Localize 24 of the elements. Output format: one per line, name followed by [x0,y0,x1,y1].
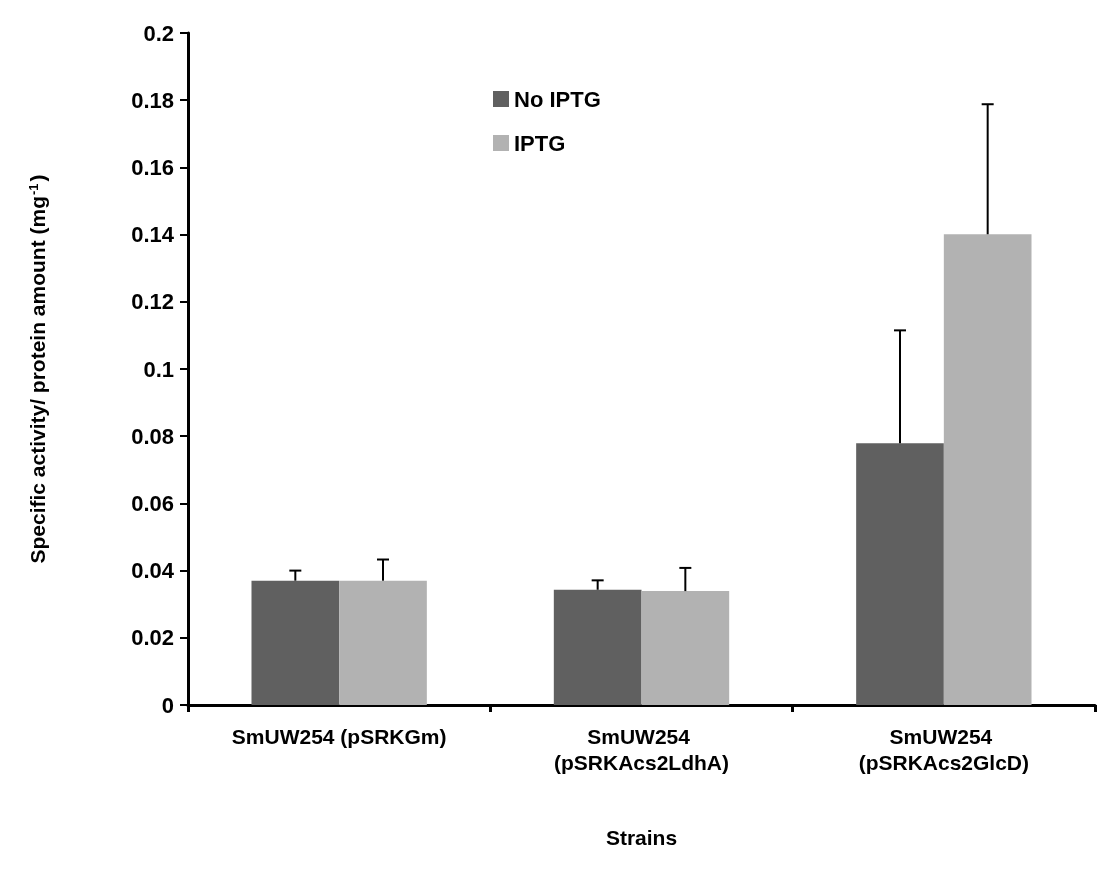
y-tick-label: 0.16 [131,154,174,180]
bar [856,443,944,705]
y-tick-label: 0.1 [143,356,174,382]
x-tick-label: SmUW254 (pSRKAcs2LdhA) [553,724,730,774]
y-axis-title: Specific activity/ protein amount (mg-1) [26,174,49,564]
y-tick-label: 0.2 [143,20,174,46]
bar [553,589,642,705]
y-tick-label: 0 [161,692,174,718]
y-tick-label: 0.14 [131,222,175,248]
legend-label: IPTG [514,130,566,156]
y-tick-label: 0.18 [131,87,174,113]
y-tick-label: 0.02 [131,625,174,651]
bar [251,580,340,705]
x-tick-label: SmUW254 (pSRKAcs2GlcD) [858,724,1030,774]
legend-label: No IPTG [514,86,601,112]
y-tick-label: 0.04 [131,558,175,584]
bar [641,591,730,705]
bar [943,234,1032,705]
y-tick-label: 0.06 [131,490,174,516]
x-axis-title: Strains [605,826,678,849]
bar [339,580,427,705]
y-tick-label: 0.08 [131,423,174,449]
x-tick-label: SmUW254 (pSRKGm) [231,724,447,748]
y-tick-label: 0.12 [131,289,174,315]
